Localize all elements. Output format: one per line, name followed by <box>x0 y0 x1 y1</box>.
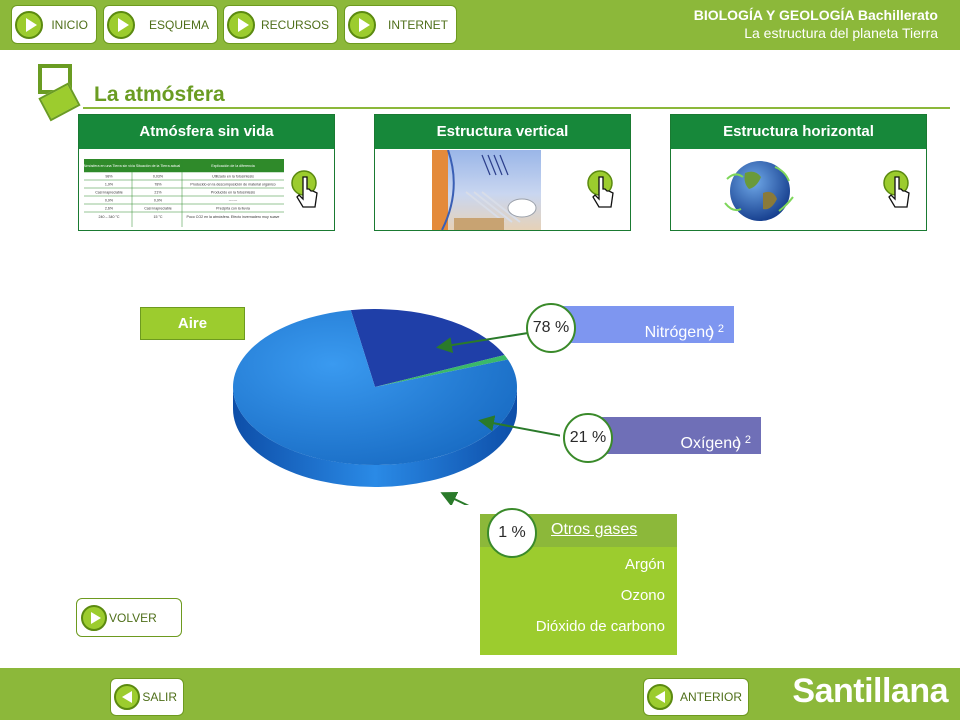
pie-slice-others <box>375 354 508 387</box>
unit-title: La estructura del planeta Tierra <box>744 25 938 41</box>
salir-button[interactable]: SALIR <box>110 678 184 716</box>
others-percent-badge: 1 % <box>487 508 537 558</box>
salir-label: SALIR <box>142 690 177 704</box>
pie-slice-nitrogen <box>232 310 517 465</box>
table-cell: Poco CO2 en la atmósfera. Efecto inverna… <box>187 215 280 219</box>
table-cell: Casi inapreciable <box>144 207 172 211</box>
others-leader-line <box>440 491 470 505</box>
globe-thumbnail <box>722 157 798 225</box>
leader-lines <box>436 332 560 505</box>
table-cell: 21% <box>154 191 162 195</box>
gas-item-ozone: Ozono <box>620 587 665 604</box>
card-atmosfera-sin-vida[interactable]: Atmósfera sin vida Atmósfera en una Tier… <box>78 114 335 231</box>
back-arrow-icon <box>114 684 140 710</box>
nav-button-label: RECURSOS <box>260 18 329 32</box>
volver-label: VOLVER <box>109 611 157 625</box>
table-cell: Casi inapreciable <box>95 191 123 195</box>
nitrogen-subscript: 2 <box>717 323 724 336</box>
table-cell: 0,03% <box>153 175 164 179</box>
volver-button[interactable]: VOLVER <box>76 598 182 637</box>
table-cell: 2,6% <box>105 207 114 211</box>
vertical-structure-thumbnail <box>432 150 541 230</box>
nitrogen-percent-badge: 78 % <box>526 303 576 353</box>
table-cell: 78% <box>154 183 162 187</box>
table-cell: 0,9% <box>154 199 163 203</box>
play-icon <box>227 11 255 39</box>
nav-button-inicio[interactable]: INICIO <box>11 5 97 44</box>
nav-button-label: INICIO <box>51 18 88 32</box>
pie-slice-oxygen <box>350 309 505 387</box>
back-arrow-icon <box>647 684 673 710</box>
nitrogen-label-box: Nitrógeno (N 2) <box>548 306 734 359</box>
anterior-label: ANTERIOR <box>679 690 742 704</box>
oxygen-label: Oxígeno (O 2) <box>680 434 751 470</box>
table-cell: Precipita con la lluvia <box>216 207 250 211</box>
gas-item-argon: Argón <box>624 556 665 573</box>
nav-button-esquema[interactable]: ESQUEMA <box>103 5 218 44</box>
nav-button-label: INTERNET <box>388 18 448 32</box>
nav-button-label: ESQUEMA <box>148 18 209 32</box>
pointer-hand-icon <box>291 170 318 208</box>
page-title: La atmósfera <box>94 83 225 106</box>
table-cell: Explicación de la diferencia <box>211 164 255 168</box>
oxygen-leader-line <box>478 415 560 437</box>
card-title: Atmósfera sin vida <box>79 115 334 149</box>
play-icon <box>107 11 135 39</box>
play-icon <box>348 11 376 39</box>
table-cell: Utilizado en la fotosíntesis <box>212 175 254 179</box>
table-cell: 98% <box>105 175 113 179</box>
pie-slice-side-nitrogen <box>233 387 517 487</box>
nav-button-recursos[interactable]: RECURSOS <box>223 5 338 44</box>
air-label: Aire <box>140 307 245 340</box>
santillana-logo: Santillana <box>792 672 948 710</box>
oxygen-subscript: 2 <box>744 434 751 447</box>
table-cell: 240 – 340 °C <box>98 215 119 219</box>
oxygen-percent-badge: 21 % <box>563 413 613 463</box>
play-icon <box>81 605 107 631</box>
table-cell: 0,9% <box>105 199 114 203</box>
card-estructura-vertical[interactable]: Estructura vertical <box>374 114 631 231</box>
table-cell: 15 °C <box>153 215 162 219</box>
play-icon <box>15 11 43 39</box>
table-cell: Atmósfera en una Tierra sin vida <box>84 164 135 168</box>
table-cell: Producido en la fotosíntesis <box>211 191 255 195</box>
card-estructura-horizontal[interactable]: Estructura horizontal <box>670 114 927 231</box>
nitrogen-leader-line <box>436 332 529 354</box>
page-icon <box>38 64 81 122</box>
card-title: Estructura vertical <box>375 115 630 149</box>
oxygen-label-box: Oxígeno (O 2) <box>594 417 761 470</box>
air-composition-pie-chart <box>232 309 517 487</box>
other-gases-link[interactable]: Otros gases <box>551 521 638 538</box>
nav-button-internet[interactable]: INTERNET <box>344 5 457 44</box>
table-thumbnail: Atmósfera en una Tierra sin vida Situació… <box>84 159 284 227</box>
gas-item-co2: Dióxido de carbono <box>535 618 665 635</box>
pointer-hand-icon <box>587 170 614 208</box>
title-divider <box>83 107 950 109</box>
table-cell: ------- <box>229 199 238 203</box>
table-cell: 1,9% <box>105 183 114 187</box>
table-cell: Situación de la Tierra actual <box>136 164 181 168</box>
pointer-hand-icon <box>883 170 910 208</box>
nitrogen-label: Nitrógeno (N 2) <box>644 323 724 359</box>
anterior-button[interactable]: ANTERIOR <box>643 678 749 716</box>
table-cell: Producido en la descomposición de materi… <box>190 183 275 187</box>
course-title: BIOLOGÍA Y GEOLOGÍA Bachillerato <box>693 7 938 23</box>
card-title: Estructura horizontal <box>671 115 926 149</box>
